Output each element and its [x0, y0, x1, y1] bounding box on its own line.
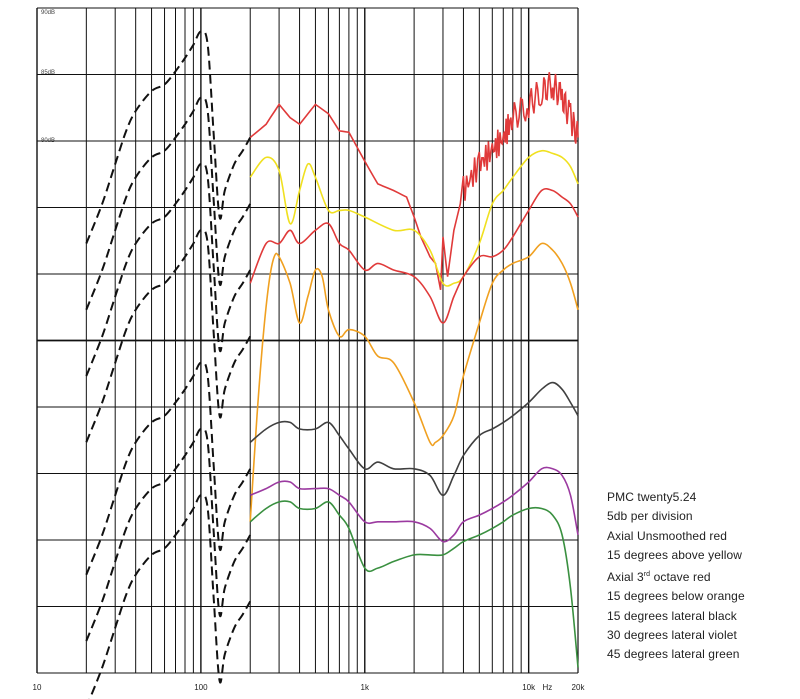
legend-axial-unsmoothed: Axial Unsmoothed red	[607, 528, 728, 543]
y-tick-label: 90dB	[41, 10, 55, 16]
y-tick-label: 85dB	[41, 70, 55, 76]
x-tick-label: 100	[194, 683, 208, 692]
legend-scale: 5db per division	[607, 509, 693, 524]
y-tick-label: 80dB	[41, 138, 55, 144]
legend-axial-third-octave-text: Axial 3	[607, 570, 644, 585]
x-tick-label: 10k	[522, 683, 536, 692]
series-line	[249, 242, 579, 522]
low-frequency-dashed-curve	[85, 427, 252, 642]
grid-lines	[36, 7, 579, 674]
low-frequency-dashed-curve	[85, 361, 252, 576]
low-frequency-dashed-curve	[85, 162, 252, 377]
legend-axial-third-octave: Axial 3rd octave red	[607, 565, 797, 587]
x-tick-label: Hz	[542, 683, 552, 692]
series-line	[249, 500, 579, 668]
legend: PMC twenty5.24 5db per division Axial Un…	[607, 488, 797, 665]
legend-15-above: 15 degrees above yellow	[607, 547, 743, 562]
legend-15-lateral: 15 degrees lateral black	[607, 608, 737, 623]
y-axis-tick-labels: 90dB 85dB 80dB	[41, 10, 55, 144]
legend-title: PMC twenty5.24	[607, 490, 697, 504]
low-frequency-dashed-curve	[85, 228, 252, 443]
x-tick-label: 10	[33, 683, 42, 692]
series-line	[249, 72, 579, 291]
x-axis-tick-labels: 10 100 1k 10k Hz 20k	[33, 683, 586, 692]
x-tick-label: 1k	[361, 683, 370, 692]
legend-30-lateral: 30 degrees lateral violet	[607, 628, 737, 643]
low-frequency-dashed-curve	[85, 96, 252, 311]
series-line	[249, 466, 579, 543]
legend-axial-third-octave-suffix: octave red	[650, 570, 711, 585]
legend-axial-third-octave-sup: rd	[643, 571, 651, 579]
x-tick-label: 20k	[572, 683, 586, 692]
series-line	[249, 381, 579, 497]
series-line	[249, 187, 579, 324]
response-curves	[85, 30, 579, 699]
low-frequency-dashed-curve	[85, 30, 252, 244]
legend-45-lateral: 45 degrees lateral green	[607, 647, 740, 662]
legend-15-below: 15 degrees below orange	[607, 589, 745, 604]
low-frequency-dashed-curve	[88, 493, 252, 699]
series-line	[249, 149, 579, 287]
